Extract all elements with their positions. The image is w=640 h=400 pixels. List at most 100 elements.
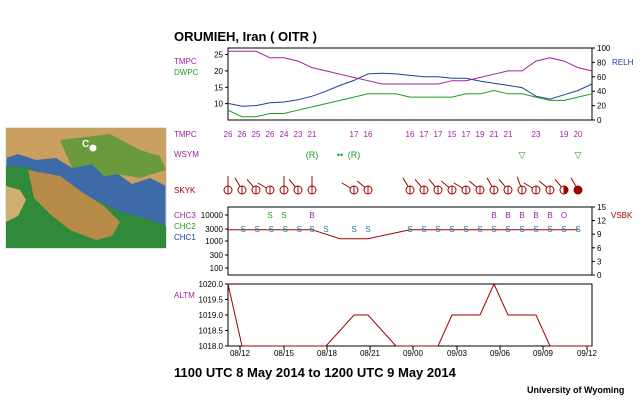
time-tick-label: 08/21 (360, 349, 381, 358)
cloud-mark: S (575, 225, 580, 234)
relh-tick-label: 80 (597, 58, 606, 67)
cloud-mark: -S (238, 225, 246, 234)
temperature-value: 26 (224, 130, 233, 139)
sky-station (288, 178, 303, 195)
panel-temperature: TMPC DWPC RELH 10 15 20 25 0 20 40 60 80 100 (174, 44, 634, 125)
map-land-africa (6, 186, 26, 222)
cloud-mark: S (407, 225, 412, 234)
series-tmpc-line (228, 50, 593, 85)
temperature-tick-label: 25 (214, 51, 223, 60)
visibility-tick-label: 3 (597, 257, 602, 266)
altimeter-axis: 1018.0 1018.5 1019.0 1019.5 1020.0 (199, 280, 228, 351)
temperature-value: 15 (448, 130, 457, 139)
cloud-mark: S (547, 225, 552, 234)
sky-station (486, 177, 499, 195)
cloud-mark: S (477, 225, 482, 234)
cloud-mark: S (421, 225, 426, 234)
period-caption: 1100 UTC 8 May 2014 to 1200 UTC 9 May 20… (174, 365, 457, 380)
sky-station (246, 178, 261, 195)
weather-symbol-row: (R) •• (R) ▽ ▽ (306, 150, 582, 160)
time-tick-label: 09/12 (577, 349, 598, 358)
legend-chc1: CHC1 (174, 233, 196, 242)
temperature-value: 24 (280, 130, 289, 139)
cloud-mark: S (561, 225, 566, 234)
legend-tmpc: TMPC (174, 57, 197, 66)
cloud-mark: B (309, 211, 314, 220)
cloud-mark: S (505, 225, 510, 234)
sky-cover-row (223, 176, 583, 195)
cloud-mark: B (547, 211, 552, 220)
cloud-mark: S (351, 225, 356, 234)
temperature-value: 17 (420, 130, 429, 139)
sky-cover-fill (564, 186, 568, 194)
cloud-mark: -S (280, 225, 288, 234)
time-tick-label: 09/03 (447, 349, 468, 358)
temperature-value: 16 (406, 130, 415, 139)
relh-tick-label: 40 (597, 87, 606, 96)
temperature-value: 23 (294, 130, 303, 139)
region-map: C (5, 127, 167, 249)
series-visibility-line (228, 229, 578, 240)
sky-station (279, 176, 289, 195)
altimeter-tick-label: 1019.5 (199, 296, 224, 305)
sky-station (356, 180, 373, 195)
time-tick-label: 08/12 (230, 349, 251, 358)
time-axis: 08/12 08/15 08/18 08/21 09/00 09/03 09/06 09/09… (230, 346, 598, 358)
relh-tick-label: 20 (597, 102, 606, 111)
panel-altimeter-frame (227, 283, 593, 347)
cloud-mark: S (309, 225, 314, 234)
visibility-axis: 0 3 6 9 12 15 (592, 203, 606, 280)
temperature-value: 20 (574, 130, 583, 139)
sky-station (440, 180, 457, 195)
cloud-mark: B (519, 211, 524, 220)
temperature-tick-label: 20 (214, 67, 223, 76)
cloud-height-tick-label: 100 (210, 264, 224, 273)
temperature-value: 23 (532, 130, 541, 139)
cloud-mark: B (505, 211, 510, 220)
temperature-value-row: 26 26 25 26 24 23 21 17 16 16 17 17 15 17 19 21 21 23 19 20 (224, 130, 583, 139)
map-land-desert (28, 170, 120, 240)
sky-station (234, 177, 247, 195)
cloud-mark: S (267, 211, 272, 220)
sky-station (554, 178, 569, 195)
weather-symbol: (R) (306, 150, 319, 160)
cloud-mark: S (491, 225, 496, 234)
row-label-wsym: WSYM (174, 150, 199, 159)
temperature-value: 17 (462, 130, 471, 139)
weather-symbol: ▽ (519, 150, 526, 160)
legend-altm: ALTM (174, 291, 195, 300)
visibility-tick-label: 15 (597, 203, 606, 212)
cloud-mark: S (323, 225, 328, 234)
temperature-tick-label: 15 (214, 83, 223, 92)
temperature-value: 19 (476, 130, 485, 139)
cloud-mark: -S (252, 225, 260, 234)
sky-station (428, 178, 443, 195)
sky-station (414, 178, 429, 195)
altimeter-tick-label: 1018.5 (199, 327, 224, 336)
time-tick-label: 09/06 (490, 349, 511, 358)
row-label-tmpc: TMPC (174, 130, 197, 139)
row-label-skyk: SKYK (174, 186, 196, 195)
cloud-mark: S (463, 225, 468, 234)
cloud-mark: -S (294, 225, 302, 234)
temperature-value: 26 (238, 130, 247, 139)
temperature-value: 19 (560, 130, 569, 139)
sky-station (307, 176, 317, 195)
temperature-value: 17 (350, 130, 359, 139)
cloud-height-tick-label: 300 (210, 251, 224, 260)
visibility-tick-label: 12 (597, 217, 606, 226)
temperature-axis: 10 15 20 25 (214, 51, 228, 109)
station-marker (89, 144, 97, 152)
relh-tick-label: 0 (597, 116, 602, 125)
weather-symbol: (R) (348, 150, 361, 160)
weather-symbol: •• (337, 150, 343, 160)
cloud-mark: S (365, 225, 370, 234)
series-altimeter-line (227, 282, 592, 347)
temperature-tick-label: 10 (214, 100, 223, 109)
relh-tick-label: 100 (597, 44, 611, 53)
weather-symbol: ▽ (575, 150, 582, 160)
altimeter-tick-label: 1018.0 (199, 342, 224, 351)
cloud-mark: B (491, 211, 496, 220)
